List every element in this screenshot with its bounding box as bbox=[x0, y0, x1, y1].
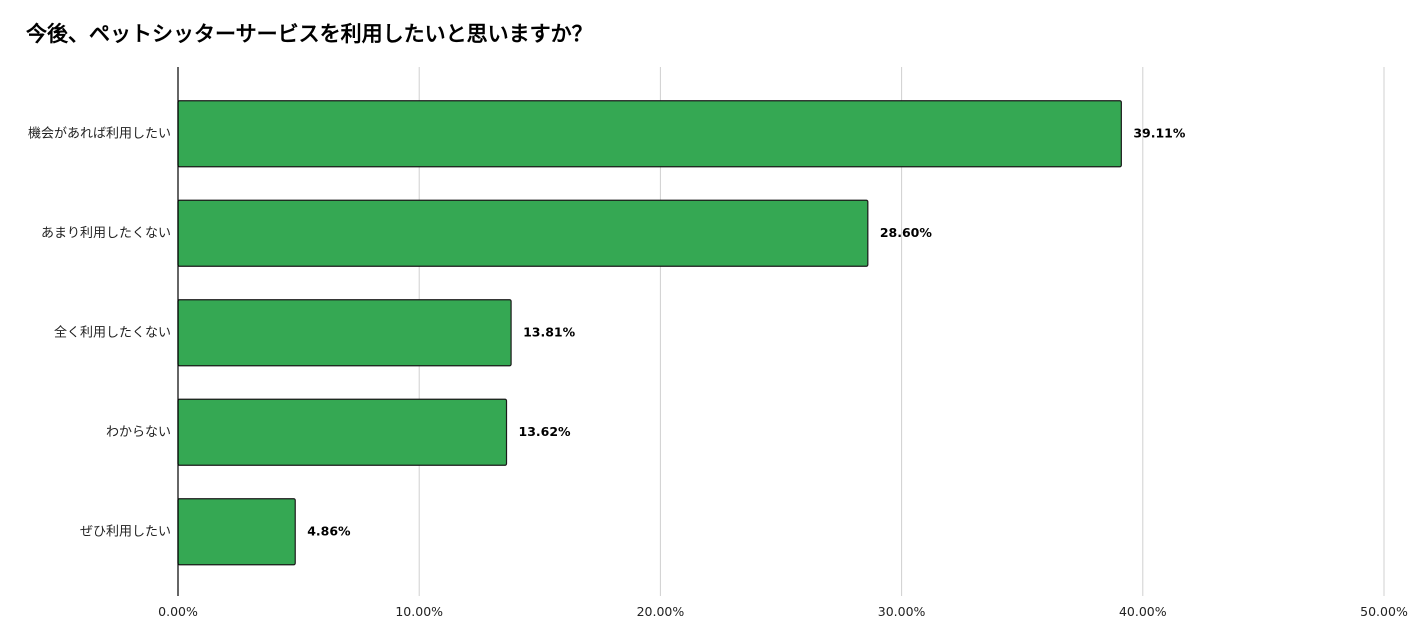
data-label: 39.11% bbox=[1133, 125, 1186, 140]
data-label: 4.86% bbox=[307, 523, 351, 538]
category-label: あまり利用したくない bbox=[41, 226, 171, 241]
data-label: 13.81% bbox=[523, 324, 576, 339]
x-tick-label: 50.00% bbox=[1360, 604, 1408, 619]
labels: 0.00% 10.00% 20.00% 30.00% 40.00% 50.00% 機会があれ… bbox=[28, 125, 1408, 619]
data-label: 28.60% bbox=[880, 225, 933, 240]
x-tick-label: 20.00% bbox=[637, 604, 685, 619]
x-tick-label: 0.00% bbox=[158, 604, 198, 619]
category-label: ぜひ利用したい bbox=[80, 524, 171, 539]
category-label: 機会があれば利用したい bbox=[28, 126, 171, 141]
bar bbox=[177, 398, 508, 466]
bar bbox=[177, 299, 512, 367]
bars bbox=[177, 100, 1122, 566]
x-tick-label: 40.00% bbox=[1119, 604, 1167, 619]
category-label: 全く利用したくない bbox=[54, 324, 171, 340]
data-label: 13.62% bbox=[519, 424, 572, 439]
bar bbox=[177, 199, 869, 267]
bar bbox=[177, 100, 1122, 168]
x-tick-label: 30.00% bbox=[878, 604, 926, 619]
chart-title: 今後、ペットシッターサービスを利用したいと思いますか？ bbox=[26, 22, 593, 46]
x-tick-label: 10.00% bbox=[395, 604, 443, 619]
bar bbox=[177, 498, 296, 566]
category-label: わからない bbox=[106, 425, 171, 440]
